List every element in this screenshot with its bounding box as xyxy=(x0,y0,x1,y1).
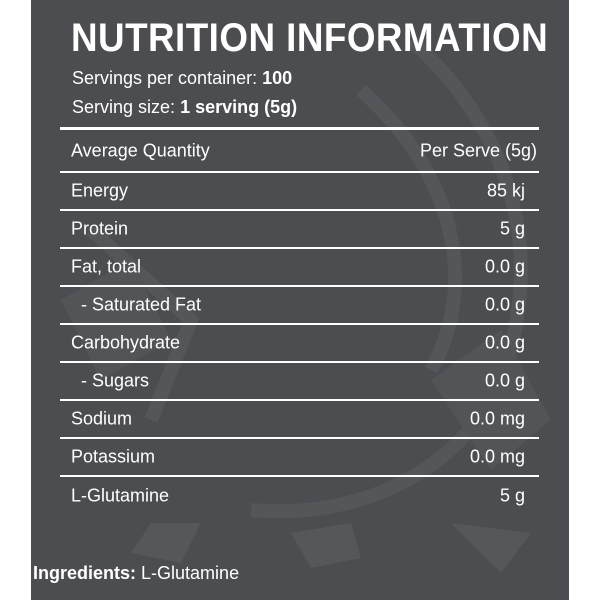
row-name: Potassium xyxy=(71,446,156,467)
row-name: Protein xyxy=(71,218,129,239)
serving-size-value: 1 serving (5g) xyxy=(180,97,298,117)
row-name: - Saturated Fat xyxy=(81,294,202,315)
servings-per-container: Servings per container: 100 xyxy=(72,67,292,89)
row-name: Energy xyxy=(71,180,129,201)
row-name: L-Glutamine xyxy=(71,485,170,506)
table-row: - Sugars 0.0 g xyxy=(60,363,539,401)
table-row: Protein 5 g xyxy=(60,211,539,249)
row-name: Sodium xyxy=(71,408,133,429)
row-value: 5 g xyxy=(499,485,525,506)
table-row: L-Glutamine 5 g xyxy=(60,477,539,515)
row-name: Carbohydrate xyxy=(71,332,181,353)
table-header-row: Average Quantity Per Serve (5g) xyxy=(60,130,539,173)
nutrition-panel: NUTRITION INFORMATION Servings per conta… xyxy=(31,0,569,523)
serving-size: Serving size: 1 serving (5g) xyxy=(72,96,297,118)
background-pattern xyxy=(131,523,531,573)
row-value: 0.0 g xyxy=(484,332,525,353)
ingredients-value: L-Glutamine xyxy=(141,563,240,583)
table-row: Potassium 0.0 mg xyxy=(60,439,539,477)
ingredients-line: Ingredients: L-Glutamine xyxy=(33,563,239,584)
servings-per-container-label: Servings per container: xyxy=(72,68,258,88)
row-value: 0.0 mg xyxy=(469,408,525,429)
row-value: 0.0 g xyxy=(484,294,525,315)
table-row: Carbohydrate 0.0 g xyxy=(60,325,539,363)
ingredients-band: Ingredients: L-Glutamine xyxy=(31,523,569,600)
row-value: 0.0 g xyxy=(484,256,525,277)
row-name: - Sugars xyxy=(81,370,150,391)
table-row: Sodium 0.0 mg xyxy=(60,401,539,439)
panel-title: NUTRITION INFORMATION xyxy=(71,16,549,60)
row-value: 5 g xyxy=(499,218,525,239)
ingredients-label: Ingredients: xyxy=(33,563,137,583)
row-value: 0.0 g xyxy=(484,370,525,391)
table-row: Energy 85 kj xyxy=(60,173,539,211)
nutrition-table: Average Quantity Per Serve (5g) Energy 8… xyxy=(60,127,539,515)
table-row: - Saturated Fat 0.0 g xyxy=(60,287,539,325)
row-name: Fat, total xyxy=(71,256,142,277)
serving-size-label: Serving size: xyxy=(72,97,176,117)
servings-per-container-value: 100 xyxy=(262,68,293,88)
table-row: Fat, total 0.0 g xyxy=(60,249,539,287)
header-quantity: Average Quantity xyxy=(71,140,210,160)
row-value: 85 kj xyxy=(486,180,525,201)
header-per-serve: Per Serve (5g) xyxy=(419,140,537,160)
row-value: 0.0 mg xyxy=(469,446,525,467)
